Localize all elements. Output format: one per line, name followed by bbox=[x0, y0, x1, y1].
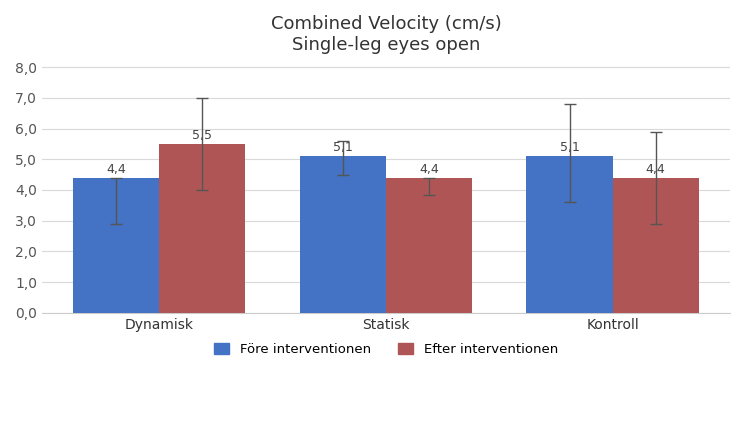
Text: 5,1: 5,1 bbox=[559, 141, 580, 155]
Bar bbox=[299, 156, 386, 313]
Bar bbox=[73, 178, 159, 313]
Bar bbox=[159, 144, 245, 313]
Text: 4,4: 4,4 bbox=[419, 163, 439, 176]
Text: 5,1: 5,1 bbox=[333, 141, 353, 155]
Bar bbox=[527, 156, 612, 313]
Title: Combined Velocity (cm/s)
Single-leg eyes open: Combined Velocity (cm/s) Single-leg eyes… bbox=[270, 15, 501, 54]
Text: 5,5: 5,5 bbox=[192, 129, 212, 142]
Legend: Före interventionen, Efter interventionen: Före interventionen, Efter interventione… bbox=[209, 338, 563, 362]
Bar bbox=[386, 178, 472, 313]
Text: 4,4: 4,4 bbox=[107, 163, 126, 176]
Text: 4,4: 4,4 bbox=[646, 163, 665, 176]
Bar bbox=[612, 178, 699, 313]
